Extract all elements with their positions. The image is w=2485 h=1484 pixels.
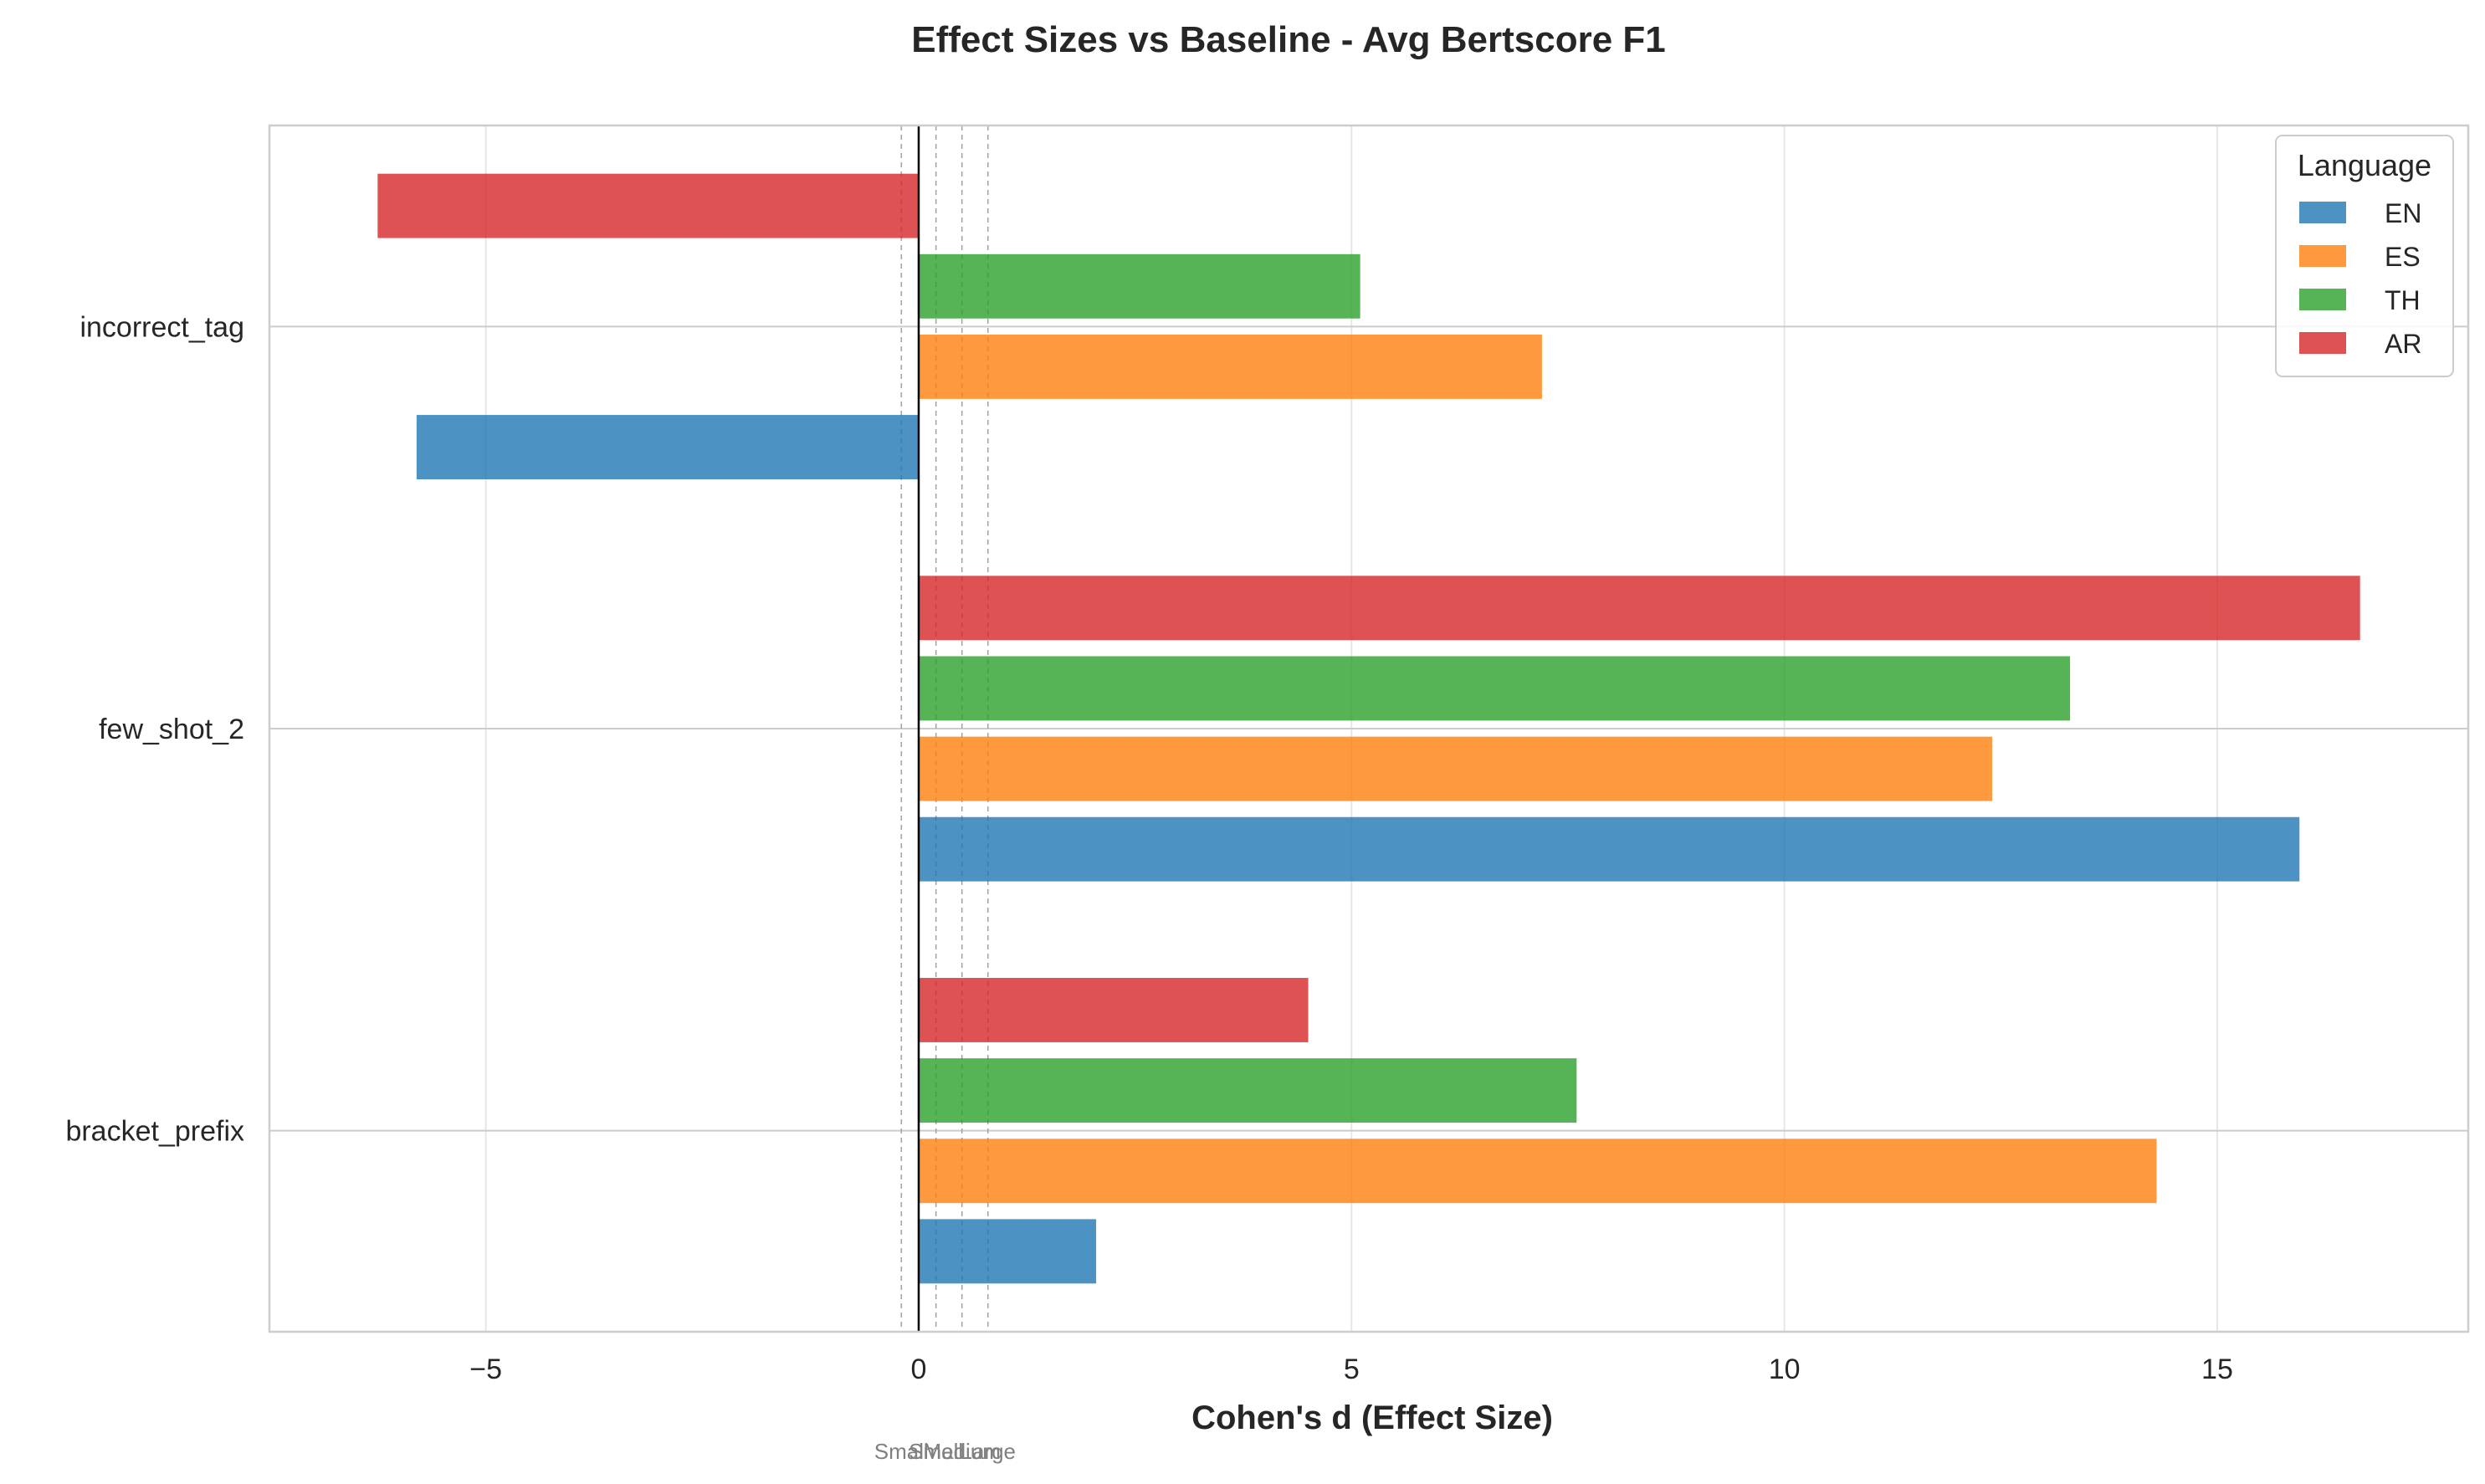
legend-label-ar: AR — [2385, 329, 2421, 359]
legend-swatch-en — [2299, 202, 2346, 223]
reference-lines — [900, 125, 989, 1332]
bar-es-incorrect_tag — [918, 334, 1542, 399]
legend-swatch-ar — [2299, 332, 2346, 354]
reference-label-small: Small — [909, 1439, 963, 1464]
bar-es-bracket_prefix — [918, 1139, 2157, 1204]
reference-label-large: Large — [961, 1439, 1017, 1464]
x-tick-labels: −5 0 5 10 15 — [469, 1354, 2233, 1385]
bar-en-bracket_prefix — [918, 1219, 1097, 1284]
bar-en-incorrect_tag — [416, 415, 919, 479]
bar-ar-bracket_prefix — [918, 978, 1309, 1042]
legend-swatch-es — [2299, 245, 2346, 267]
legend: Language EN ES TH AR — [2275, 135, 2454, 377]
bar-th-few_shot_2 — [918, 656, 2071, 721]
y-tick-labels: bracket_prefix few_shot_2 incorrect_tag — [65, 311, 244, 1147]
legend-swatch-th — [2299, 289, 2346, 310]
bar-th-bracket_prefix — [918, 1058, 1577, 1123]
legend-title: Language — [2298, 148, 2431, 182]
legend-label-en: EN — [2385, 198, 2421, 228]
bar-ar-incorrect_tag — [377, 173, 919, 238]
bar-th-incorrect_tag — [918, 253, 1360, 319]
x-tick-label: 15 — [2201, 1354, 2233, 1385]
legend-label-es: ES — [2385, 242, 2421, 272]
y-tick-label: incorrect_tag — [79, 311, 244, 343]
bar-en-few_shot_2 — [918, 816, 2300, 882]
x-tick-label: −5 — [469, 1354, 502, 1385]
bar-ar-few_shot_2 — [918, 576, 2360, 641]
bar-es-few_shot_2 — [918, 736, 1992, 801]
x-axis-label: Cohen's d (Effect Size) — [1191, 1400, 1553, 1436]
legend-box — [2275, 135, 2454, 377]
bars — [377, 173, 2360, 1284]
y-tick-label: bracket_prefix — [65, 1116, 244, 1148]
plot-frame — [268, 124, 2470, 1333]
x-tick-label: 0 — [911, 1354, 927, 1385]
y-tick-label: few_shot_2 — [99, 714, 244, 745]
x-tick-label: 10 — [1769, 1354, 1801, 1385]
reference-label-medium: Medium — [923, 1439, 1000, 1464]
x-tick-label: 5 — [1344, 1354, 1360, 1385]
reference-label-small: Small — [874, 1439, 929, 1464]
chart-title: Effect Sizes vs Baseline - Avg Bertscore… — [911, 19, 1666, 60]
legend-label-th: TH — [2385, 285, 2421, 315]
plot-border — [268, 124, 2470, 1333]
